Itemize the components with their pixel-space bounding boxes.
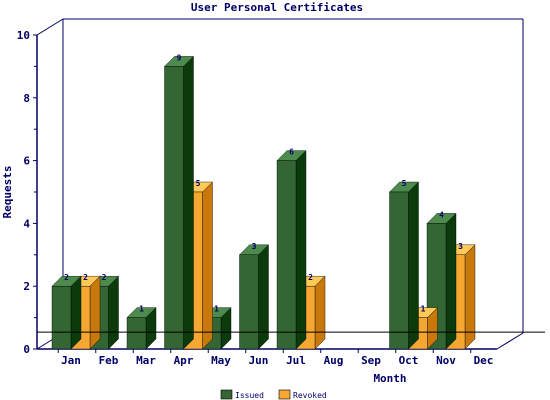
data-label-revoked-jul: 2 bbox=[308, 273, 313, 282]
x-tick-label-sep: Sep bbox=[361, 354, 381, 367]
y-tick-label: 0 bbox=[23, 343, 30, 356]
bar-issued-oct bbox=[389, 181, 419, 350]
bars-layer: 2 2 2 1 9 5 1 3 6 2 5 1 4 3 bbox=[51, 53, 476, 350]
x-tick-label-dec: Dec bbox=[474, 354, 494, 367]
bar-issued-apr bbox=[164, 55, 194, 350]
data-label-issued-jul: 6 bbox=[289, 148, 294, 157]
x-tick-label-nov: Nov bbox=[436, 354, 456, 367]
data-label-issued-nov: 4 bbox=[439, 210, 444, 219]
x-tick-label-may: May bbox=[211, 354, 231, 367]
data-label-issued-apr: 9 bbox=[177, 53, 182, 62]
legend-item-revoked: Revoked bbox=[278, 389, 327, 400]
bar-issued-jul-front bbox=[276, 160, 297, 350]
y-tick-label: 2 bbox=[23, 280, 30, 293]
data-label-revoked-apr: 5 bbox=[196, 179, 201, 188]
bar-issued-mar bbox=[126, 307, 157, 350]
bar-issued-mar-front bbox=[126, 317, 147, 350]
x-tick-label-apr: Apr bbox=[174, 354, 194, 367]
data-label-issued-jan: 2 bbox=[64, 273, 69, 282]
y-axis-label: Requests bbox=[1, 166, 14, 219]
frame-bottom-right-edge bbox=[496, 332, 524, 350]
data-label-issued-jun: 3 bbox=[252, 242, 257, 251]
legend-swatch-issued bbox=[220, 389, 233, 400]
legend-label-revoked: Revoked bbox=[293, 391, 327, 400]
data-label-issued-mar: 1 bbox=[139, 305, 144, 314]
bar-issued-jan-front bbox=[51, 286, 72, 350]
legend: Issued Revoked bbox=[220, 389, 327, 400]
bar-issued-jun-side bbox=[258, 244, 269, 350]
data-label-revoked-oct: 1 bbox=[421, 305, 426, 314]
x-axis-label: Month bbox=[373, 372, 406, 385]
bar-issued-jan bbox=[51, 275, 82, 350]
data-label-issued-feb: 2 bbox=[102, 273, 107, 282]
data-label-issued-oct: 5 bbox=[402, 179, 407, 188]
bar-issued-jun-front bbox=[239, 254, 259, 350]
bar-issued-apr-side bbox=[183, 55, 194, 350]
data-label-revoked-nov: 3 bbox=[458, 242, 463, 251]
legend-label-issued: Issued bbox=[235, 391, 264, 400]
y-axis: 0 2 4 6 8 10 bbox=[17, 29, 37, 356]
data-label-revoked-jan: 2 bbox=[83, 273, 88, 282]
bar-issued-jul bbox=[276, 150, 307, 350]
legend-swatch-revoked bbox=[278, 389, 291, 400]
x-tick-label-aug: Aug bbox=[324, 354, 344, 367]
x-tick-label-jan: Jan bbox=[61, 354, 81, 367]
y-tick-label: 8 bbox=[23, 92, 30, 105]
bar-revoked-apr-side bbox=[202, 181, 213, 350]
x-tick-label-jun: Jun bbox=[249, 354, 269, 367]
y-tick-label: 6 bbox=[23, 155, 30, 168]
bar-issued-jul-side bbox=[295, 150, 307, 350]
chart-title: User Personal Certificates bbox=[191, 1, 363, 14]
x-tick-label-jul: Jul bbox=[286, 354, 306, 367]
data-label-issued-may: 1 bbox=[214, 305, 219, 314]
y-tick-label: 4 bbox=[23, 217, 30, 230]
bar-revoked-nov-side bbox=[464, 244, 476, 350]
bar-issued-oct-front bbox=[389, 191, 409, 350]
bar-issued-jun bbox=[239, 244, 269, 350]
bar-issued-oct-side bbox=[408, 181, 419, 350]
legend-item-issued: Issued bbox=[220, 389, 264, 400]
bar-revoked-jul-side bbox=[314, 275, 326, 350]
frame-top-left-edge bbox=[36, 18, 64, 36]
x-tick-label-oct: Oct bbox=[399, 354, 419, 367]
bar-revoked-jan-side bbox=[89, 275, 101, 350]
bar-issued-jan-side bbox=[70, 275, 82, 350]
bar-issued-nov-side bbox=[445, 212, 457, 350]
x-axis: Jan Feb Mar Apr May Jun Jul Aug Sep Oct Nov Dec bbox=[57, 349, 494, 367]
x-tick-label-feb: Feb bbox=[99, 354, 119, 367]
y-tick-label: 10 bbox=[17, 29, 30, 42]
bar-issued-feb-side bbox=[108, 275, 119, 350]
x-tick-label-mar: Mar bbox=[136, 354, 156, 367]
bar-issued-apr-front bbox=[164, 66, 184, 350]
